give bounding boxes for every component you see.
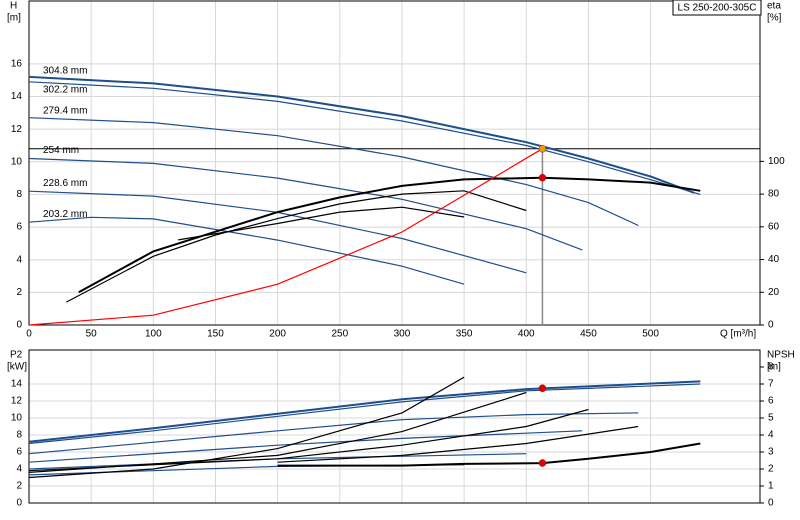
y-tick-label: 6: [16, 447, 22, 458]
y2-tick-label: 2: [768, 464, 774, 475]
y-tick-label: 16: [11, 58, 23, 69]
y-axis-label: H: [10, 1, 17, 12]
curve: [28, 117, 639, 226]
y2-tick-label: 40: [768, 254, 780, 265]
y2-tick-label: 7: [768, 379, 774, 390]
y2-tick-label: 1: [768, 481, 774, 492]
y-tick-label: 12: [11, 124, 23, 135]
y-tick-label: 8: [16, 430, 22, 441]
y2-tick-label: 0: [768, 320, 774, 331]
x-tick-label: 450: [580, 329, 597, 340]
curve: [78, 176, 701, 294]
y-tick-label: 14: [11, 91, 23, 102]
y-axis-label: P2: [10, 350, 23, 361]
y-tick-label: 0: [16, 320, 22, 331]
x-tick-label: 50: [86, 329, 98, 340]
y2-axis-label: eta: [767, 1, 781, 12]
y2-tick-label: 20: [768, 287, 780, 298]
curve: [28, 380, 701, 443]
curve-label: 304.8 mm: [43, 66, 87, 77]
chart-title: LS 250-200-305C: [678, 3, 757, 14]
y-tick-label: 4: [16, 254, 22, 265]
y2-tick-label: 80: [768, 189, 780, 200]
x-tick-label: 400: [518, 329, 535, 340]
y2-tick-label: 6: [768, 396, 774, 407]
y2-tick-label: 100: [768, 156, 785, 167]
y2-tick-label: 8: [768, 362, 774, 373]
curve: [28, 383, 701, 445]
y-tick-label: 10: [11, 156, 23, 167]
curve: [28, 376, 465, 479]
curve-label: 254 mm: [43, 145, 79, 156]
curve: [277, 425, 639, 463]
y-tick-label: 2: [16, 287, 22, 298]
x-tick-label: 0: [26, 329, 32, 340]
curve: [66, 190, 527, 303]
y-tick-label: 10: [11, 413, 23, 424]
y2-tick-label: 5: [768, 413, 774, 424]
curve: [28, 148, 543, 326]
x-tick-label: 250: [331, 329, 348, 340]
operating-point: [538, 173, 547, 182]
x-tick-label: 100: [145, 329, 162, 340]
y-tick-label: 14: [11, 379, 23, 390]
y-tick-label: 12: [11, 396, 23, 407]
curve: [28, 216, 465, 285]
curve: [28, 412, 639, 455]
y-axis-unit: [m]: [7, 13, 21, 24]
x-tick-label: 300: [394, 329, 411, 340]
x-tick-label: 200: [269, 329, 286, 340]
y-tick-label: 6: [16, 222, 22, 233]
y2-axis-unit: [%]: [767, 13, 782, 24]
x-tick-label: 500: [642, 329, 659, 340]
y-axis-unit: [kW]: [7, 362, 27, 373]
y-tick-label: 8: [16, 189, 22, 200]
y2-axis-label: NPSH: [767, 350, 795, 361]
y2-tick-label: 60: [768, 221, 780, 232]
y2-tick-label: 4: [768, 430, 774, 441]
y-tick-label: 4: [16, 464, 22, 475]
operating-point: [538, 459, 547, 467]
x-tick-label: 150: [207, 329, 224, 340]
curve-label: 302.2 mm: [43, 84, 87, 95]
curve: [28, 430, 583, 463]
title-box: [672, 0, 762, 16]
y-tick-label: 2: [16, 481, 22, 492]
curve: [178, 206, 465, 241]
curve-label: 203.2 mm: [43, 209, 87, 220]
curve-label: 228.6 mm: [43, 178, 87, 189]
y2-axis-unit: [m]: [767, 362, 781, 373]
curve-label: 279.4 mm: [43, 105, 87, 116]
x-axis-label: Q [m³/h]: [720, 329, 756, 340]
curve: [28, 391, 527, 473]
y-tick-label: 0: [16, 498, 22, 509]
curve: [28, 81, 701, 195]
y2-tick-label: 3: [768, 447, 774, 458]
plot-frame: [28, 349, 761, 504]
curve: [28, 408, 589, 472]
curve: [28, 157, 583, 251]
x-tick-label: 350: [456, 329, 473, 340]
operating-point: [538, 144, 547, 153]
plot-frame: [28, 0, 761, 326]
operating-point: [538, 384, 547, 392]
y2-tick-label: 0: [768, 498, 774, 509]
curve: [28, 75, 695, 194]
